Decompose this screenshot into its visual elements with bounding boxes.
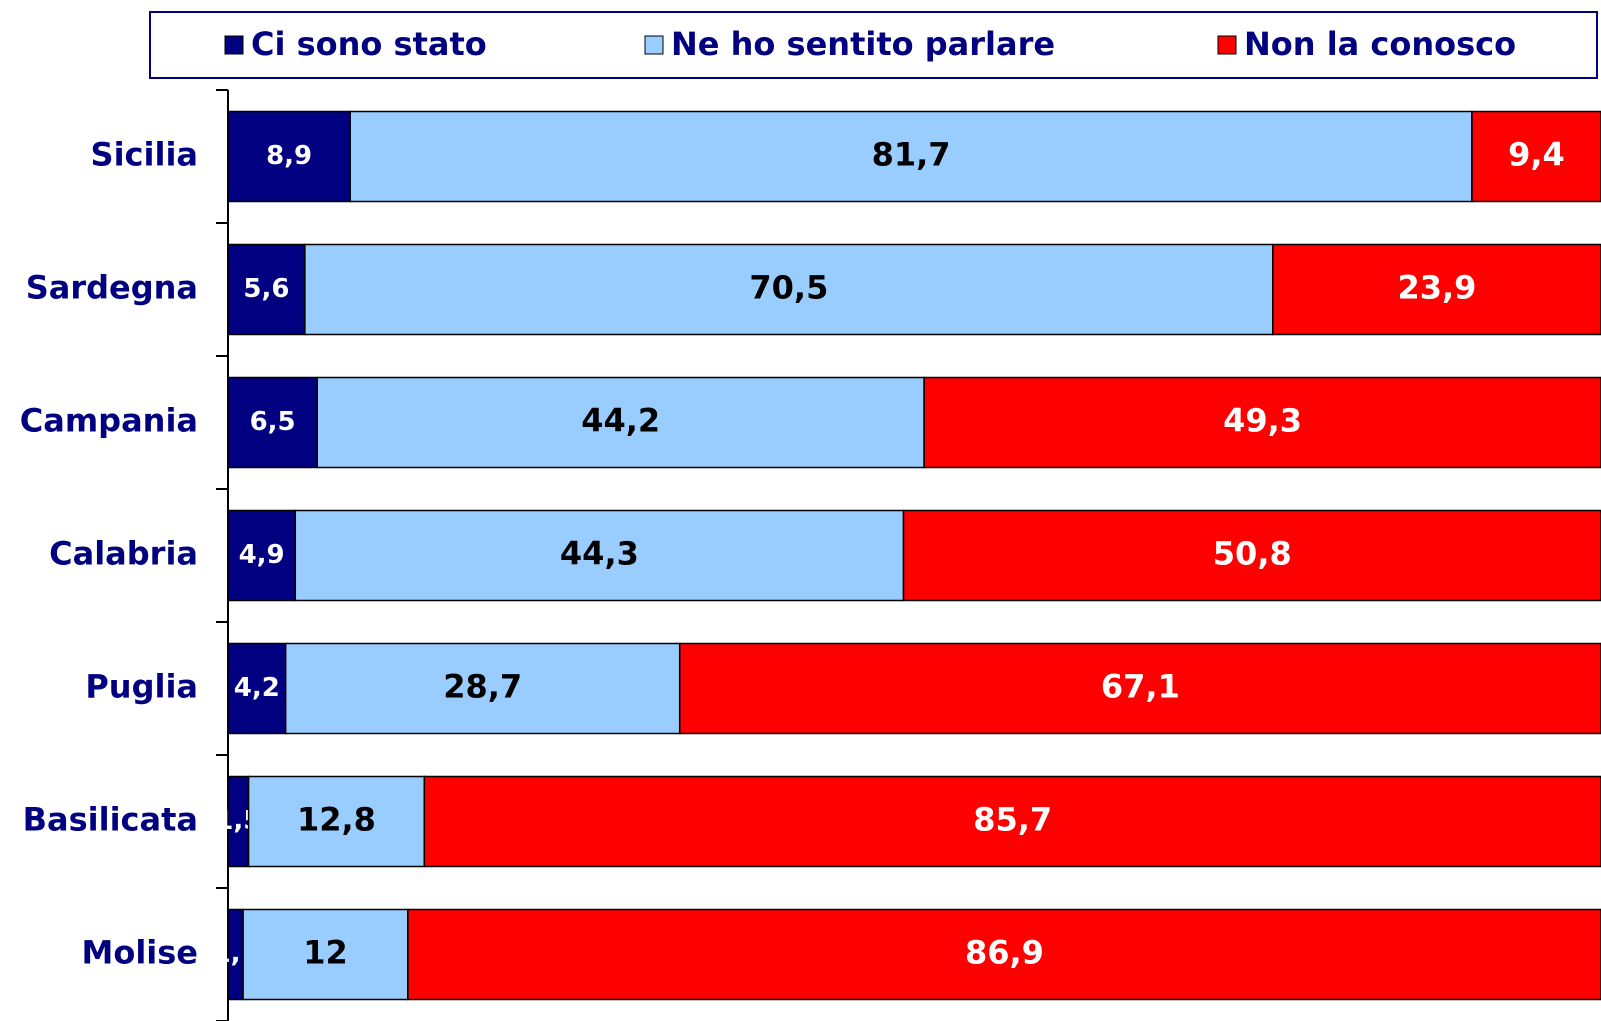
bar-segment — [349, 110, 1473, 203]
value-label: 67,1 — [1101, 668, 1180, 706]
bar-segment — [407, 908, 1601, 1001]
value-label: 12,8 — [297, 801, 376, 839]
value-label: 9,4 — [1508, 136, 1565, 174]
value-label: 86,9 — [965, 934, 1044, 972]
value-label: 23,9 — [1397, 269, 1476, 307]
value-label: 12 — [303, 934, 348, 972]
bar-segment — [678, 642, 1601, 735]
value-label: 44,2 — [581, 402, 660, 440]
bar-segment — [284, 642, 681, 735]
category-label: Sicilia — [91, 136, 198, 174]
bar-segment — [304, 243, 1274, 336]
bar-segment — [227, 110, 351, 203]
bar-segment — [247, 775, 426, 868]
legend-label: Non la conosco — [1244, 25, 1516, 63]
category-label: Calabria — [49, 535, 198, 573]
category-label: Sardegna — [26, 269, 198, 307]
bar-segment — [227, 509, 297, 602]
bar-segment — [242, 908, 409, 1001]
legend-label: Ci sono stato — [251, 25, 487, 63]
value-label: 70,5 — [749, 269, 828, 307]
value-label: 85,7 — [973, 801, 1052, 839]
value-label: 81,7 — [872, 136, 951, 174]
bar-segment — [316, 376, 925, 469]
legend-swatch — [644, 35, 664, 55]
category-label: Basilicata — [23, 801, 198, 839]
value-label: 5,6 — [243, 274, 289, 304]
value-label: 4,9 — [239, 540, 285, 570]
bar-segment — [294, 509, 905, 602]
legend-swatch — [224, 35, 244, 55]
bar-segment — [923, 376, 1601, 469]
value-label: 50,8 — [1213, 535, 1292, 573]
legend-box — [149, 11, 1598, 79]
value-label: 6,5 — [250, 407, 296, 437]
category-label: Puglia — [85, 668, 198, 706]
category-label: Campania — [20, 402, 198, 440]
value-label: 44,3 — [560, 535, 639, 573]
value-label: 49,3 — [1223, 402, 1302, 440]
value-label: 4,2 — [234, 673, 280, 703]
category-label: Molise — [81, 934, 198, 972]
bar-segment — [227, 642, 287, 735]
legend-label: Ne ho sentito parlare — [671, 25, 1055, 63]
legend-swatch — [1217, 35, 1237, 55]
bar-segment — [227, 376, 318, 469]
value-label: 8,9 — [266, 141, 312, 171]
value-label: 28,7 — [443, 668, 522, 706]
bar-segment — [423, 775, 1601, 868]
bar-segment — [1272, 243, 1601, 336]
bar-segment — [902, 509, 1601, 602]
